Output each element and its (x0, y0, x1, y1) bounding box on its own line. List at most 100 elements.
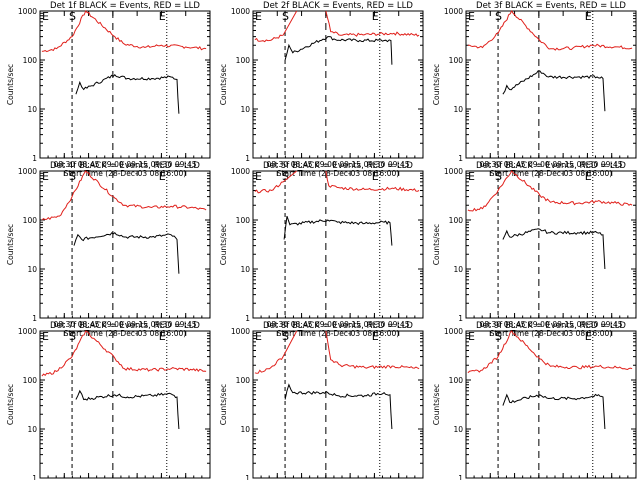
marker-label-s: S (69, 10, 76, 23)
x-tick-label: 09:30 (577, 320, 599, 329)
y-tick-label: 1 (245, 314, 250, 323)
y-tick-label: 1 (458, 314, 463, 323)
chart-panel-1: Det 1f BLACK = Events, RED = LLD 1 10 100 10… (6, 1, 211, 178)
x-tick-label: 09:45 (601, 320, 623, 329)
x-axis-label: Start Time (28-Dec-03 08:16:00) (277, 329, 399, 338)
x-tick-label: 09:00 (315, 320, 337, 329)
x-tick-label: 08:30 (479, 320, 501, 329)
plot-frame (465, 10, 637, 159)
x-tick-label: 08:45 (78, 160, 100, 169)
marker-label-e1: E (255, 10, 262, 23)
series-line-events (284, 383, 393, 430)
y-axis-label: Counts/sec (219, 64, 228, 105)
series-line-lld (254, 330, 420, 374)
y-tick-label: 10 (27, 425, 37, 434)
x-tick-label: 09:30 (364, 160, 386, 169)
y-tick-label: 1000 (444, 167, 463, 176)
series-line-events (73, 231, 180, 274)
y-tick-label: 1000 (231, 327, 250, 336)
y-tick-label: 1000 (444, 327, 463, 336)
y-tick-label: 1 (458, 474, 463, 480)
y-tick-label: 10 (453, 105, 463, 114)
x-tick-label: 08:30 (53, 160, 75, 169)
y-tick-label: 100 (23, 216, 38, 225)
x-tick-label: 09:45 (388, 320, 410, 329)
x-axis-label: Start Time (28-Dec-03 08:16:00) (490, 329, 612, 338)
x-tick-label: 08:45 (291, 160, 313, 169)
x-tick-label: 09:30 (364, 320, 386, 329)
x-tick-label: 08:45 (78, 320, 100, 329)
y-tick-label: 1 (32, 474, 37, 480)
x-tick-label: 09:15 (126, 160, 148, 169)
series-line-lld (41, 330, 207, 377)
y-tick-label: 100 (23, 56, 38, 65)
marker-label-e2: E (372, 170, 379, 183)
y-tick-label: 100 (449, 376, 464, 385)
marker-label-e1: E (42, 10, 49, 23)
y-tick-label: 100 (449, 56, 464, 65)
x-tick-label: 09:00 (315, 160, 337, 169)
y-axis-label: Counts/sec (219, 224, 228, 265)
y-tick-label: 1 (245, 154, 250, 163)
y-axis-label: Counts/sec (219, 384, 228, 425)
marker-label-s: S (282, 330, 289, 343)
y-tick-label: 10 (453, 425, 463, 434)
series-line-lld (41, 10, 207, 53)
marker-label-s: S (495, 330, 502, 343)
marker-label-e1: E (468, 10, 475, 23)
marker-label-e2: E (159, 170, 166, 183)
chart-panel-3: Det 3f BLACK = Events, RED = LLD 1 10 100 10… (432, 1, 637, 178)
y-tick-label: 10 (27, 105, 37, 114)
y-tick-label: 10 (240, 265, 250, 274)
y-tick-label: 10 (453, 265, 463, 274)
x-axis-label: Start Time (28-Dec-03 08:16:00) (490, 169, 612, 178)
x-tick-label: 09:30 (151, 160, 173, 169)
x-tick-label: 09:00 (528, 320, 550, 329)
x-axis-label: Start Time (28-Dec-03 08:16:00) (64, 329, 186, 338)
x-axis-label: Start Time (28-Dec-03 08:16:00) (277, 169, 399, 178)
x-tick-label: 09:15 (126, 320, 148, 329)
chart-title: Det 3f BLACK = Events, RED = LLD (476, 1, 626, 11)
x-tick-label: 09:45 (601, 160, 623, 169)
series-line-lld (41, 170, 207, 221)
series-line-events (75, 389, 180, 430)
series-line-lld (467, 330, 633, 374)
series-line-events (502, 70, 606, 112)
chart-title: Det 4f BLACK = Events, RED = LLD (50, 161, 200, 171)
x-tick-label: 09:15 (552, 320, 574, 329)
series-line-lld (467, 10, 633, 51)
series-line-events (502, 228, 606, 270)
x-tick-label: 09:15 (552, 160, 574, 169)
x-tick-label: 09:30 (151, 320, 173, 329)
y-tick-label: 1000 (18, 327, 37, 336)
x-tick-label: 09:00 (528, 160, 550, 169)
series-line-events (75, 74, 180, 114)
y-tick-label: 1 (32, 154, 37, 163)
chart-title: Det 5f BLACK = Events, RED = LLD (263, 161, 413, 171)
marker-label-s: S (495, 10, 502, 23)
marker-label-e2: E (159, 330, 166, 343)
marker-label-e2: E (159, 10, 166, 23)
y-tick-label: 10 (240, 105, 250, 114)
plot-frame (252, 170, 424, 319)
y-tick-label: 100 (236, 376, 251, 385)
plot-frame (252, 330, 424, 479)
marker-label-e1: E (255, 330, 262, 343)
plot-frame (465, 170, 637, 319)
plot-frame (39, 10, 211, 159)
chart-panel-6: Det 6f BLACK = Events, RED = LLD 1 10 100 10… (432, 161, 637, 338)
marker-label-e2: E (585, 330, 592, 343)
marker-label-e2: E (585, 170, 592, 183)
x-tick-label: 09:00 (102, 320, 124, 329)
chart-title: Det 1f BLACK = Events, RED = LLD (50, 1, 200, 11)
marker-label-e1: E (42, 170, 49, 183)
y-axis-label: Counts/sec (432, 64, 441, 105)
y-tick-label: 10 (27, 265, 37, 274)
chart-title: Det 8f BLACK = Events, RED = LLD (263, 321, 413, 331)
x-axis-label: Start Time (28-Dec-03 08:16:00) (64, 169, 186, 178)
chart-panel-7: Det 7f BLACK = Events, RED = LLD 1 10 100 10… (6, 321, 211, 480)
x-tick-label: 08:30 (53, 320, 75, 329)
series-line-lld (254, 170, 420, 194)
plot-frame (252, 10, 424, 159)
y-tick-label: 100 (449, 216, 464, 225)
